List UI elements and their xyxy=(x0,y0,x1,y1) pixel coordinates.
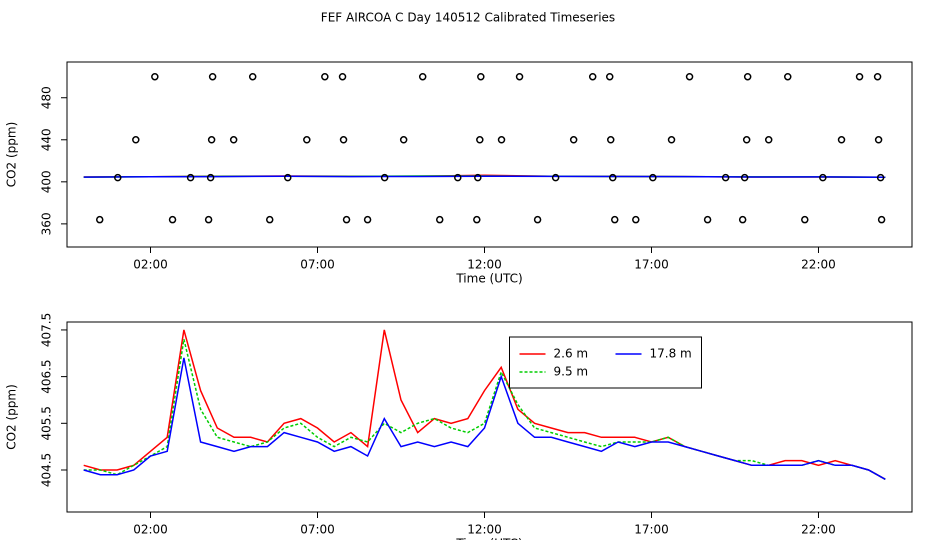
series-line xyxy=(83,175,886,179)
x-tick-label: 17:00 xyxy=(634,258,669,272)
data-point xyxy=(738,215,747,224)
data-point xyxy=(497,136,506,144)
data-point xyxy=(206,173,215,182)
data-point xyxy=(569,136,578,144)
data-point xyxy=(477,72,485,81)
data-point xyxy=(248,72,257,81)
data-point xyxy=(95,215,104,224)
x-tick-label: 07:00 xyxy=(300,258,335,272)
x-tick-label: 17:00 xyxy=(634,523,669,537)
chart-title: FEF AIRCOA C Day 140512 Calibrated Times… xyxy=(321,11,615,25)
data-point xyxy=(610,215,619,224)
x-tick-label: 12:00 xyxy=(467,523,502,537)
data-point xyxy=(742,136,751,144)
y-tick-label: 406.5 xyxy=(40,359,54,393)
data-point xyxy=(454,173,462,182)
data-point xyxy=(321,72,329,81)
x-tick-label: 02:00 xyxy=(133,258,168,272)
data-point xyxy=(874,136,883,144)
data-point xyxy=(877,215,886,224)
x-tick-label: 02:00 xyxy=(133,523,168,537)
data-point xyxy=(721,173,730,182)
data-point xyxy=(784,72,792,81)
data-point xyxy=(380,173,389,182)
data-point xyxy=(873,72,882,81)
data-point xyxy=(649,173,657,182)
data-point xyxy=(606,136,615,144)
data-point xyxy=(399,136,408,144)
legend-label: 17.8 m xyxy=(650,347,692,361)
data-point xyxy=(605,72,614,81)
data-point xyxy=(114,173,122,182)
x-tick-label: 22:00 xyxy=(801,523,836,537)
x-tick-label: 22:00 xyxy=(801,258,836,272)
data-point xyxy=(476,136,484,144)
y-axis-label: CO2 (ppm) xyxy=(5,122,19,188)
data-point xyxy=(801,215,809,224)
plot-frame xyxy=(66,61,913,248)
x-axis-label: Time (UTC) xyxy=(455,272,522,286)
data-point xyxy=(168,215,177,224)
y-tick-label: 360 xyxy=(40,212,54,235)
data-point xyxy=(132,136,140,144)
y-tick-label: 407.5 xyxy=(40,313,54,347)
y-tick-label: 400 xyxy=(40,170,54,193)
data-point xyxy=(186,173,195,182)
data-point xyxy=(342,215,351,224)
y-axis-label: CO2 (ppm) xyxy=(5,384,19,450)
data-point xyxy=(363,215,372,224)
plot-frame xyxy=(66,321,913,513)
data-point xyxy=(204,215,213,224)
data-point xyxy=(473,215,481,224)
data-point xyxy=(819,173,827,182)
x-tick-label: 12:00 xyxy=(467,258,502,272)
y-tick-label: 404.5 xyxy=(40,453,54,487)
data-point xyxy=(151,72,159,81)
data-point xyxy=(208,72,217,81)
data-point xyxy=(667,136,676,144)
series-line xyxy=(83,357,886,480)
data-point xyxy=(229,136,238,144)
data-point xyxy=(207,136,216,144)
data-point xyxy=(837,136,846,144)
data-point xyxy=(764,136,773,144)
y-tick-label: 440 xyxy=(40,128,54,151)
data-point xyxy=(418,72,427,81)
data-point xyxy=(515,72,524,81)
data-point xyxy=(338,72,347,81)
legend-label: 2.6 m xyxy=(554,347,589,361)
data-point xyxy=(703,215,712,224)
data-point xyxy=(435,215,444,224)
data-point xyxy=(685,72,694,81)
series-line xyxy=(83,339,886,480)
data-point xyxy=(533,215,542,224)
x-tick-label: 07:00 xyxy=(300,523,335,537)
data-point xyxy=(474,173,482,182)
y-tick-label: 405.5 xyxy=(40,406,54,440)
data-point xyxy=(855,72,864,81)
y-tick-label: 480 xyxy=(40,86,54,109)
legend-label: 9.5 m xyxy=(554,365,589,379)
data-point xyxy=(339,136,348,144)
data-point xyxy=(284,173,292,182)
legend: 2.6 m 9.5 m 17.8 m xyxy=(509,336,702,389)
data-point xyxy=(608,173,617,182)
data-point xyxy=(303,136,311,144)
data-point xyxy=(740,173,749,182)
x-axis-label: Time (UTC) xyxy=(455,537,522,540)
data-point xyxy=(876,173,885,182)
data-point xyxy=(551,173,560,182)
legend-box xyxy=(509,336,702,389)
data-point xyxy=(265,215,274,224)
series-line xyxy=(83,329,886,480)
data-point xyxy=(743,72,752,81)
data-point xyxy=(632,215,640,224)
data-point xyxy=(588,72,597,81)
